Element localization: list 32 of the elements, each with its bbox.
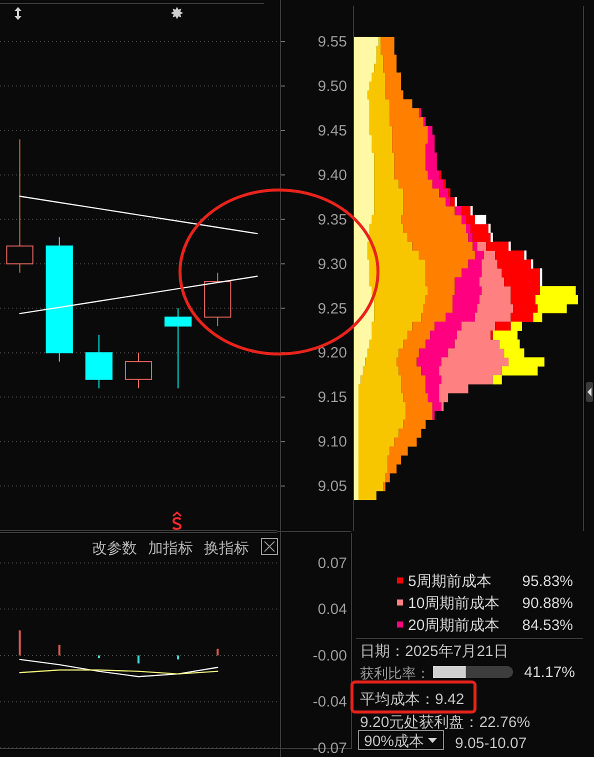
y-tick-label: 0.04: [318, 601, 347, 618]
text: 9.05-10.07: [455, 735, 527, 752]
annotation: 改参数: [92, 540, 137, 557]
y-tick-label: 9.05: [318, 478, 347, 496]
y-tick-label: 9.35: [318, 211, 347, 228]
data-label: 41.17%: [524, 664, 575, 681]
legend-label: 20周期前成本: [408, 617, 500, 634]
annotation: 加指标: [148, 540, 193, 557]
y-tick-label: 9.10: [318, 434, 347, 451]
y-tick-label: 9.20: [318, 344, 347, 362]
legend-label: 5周期前成本: [408, 573, 492, 590]
y-tick-label: 9.55: [318, 34, 347, 51]
y-tick-label: 9.50: [318, 78, 347, 96]
text: 平均成本：9.42: [360, 691, 464, 708]
y-tick-label: -0.04: [312, 694, 347, 711]
text: 84.53%: [522, 617, 573, 634]
legend-label: 10周期前成本: [408, 595, 500, 612]
y-tick-label: 9.30: [318, 256, 347, 273]
text: 获利比率：: [360, 665, 430, 681]
y-tick-label: -0.00: [312, 647, 347, 664]
y-tick-label: -0.07: [312, 740, 347, 757]
y-tick-label: 9.15: [318, 389, 347, 406]
y-tick-label: 9.40: [318, 166, 347, 184]
y-tick-label: 9.45: [318, 122, 347, 140]
text: 90%成本: [364, 733, 424, 750]
text: 90.88%: [522, 595, 573, 612]
text: 日期：2025年7月21日: [360, 643, 508, 660]
text: 95.83%: [522, 573, 573, 590]
text: 9.20元处获利盘：22.76%: [360, 714, 530, 731]
annotation: 换指标: [204, 540, 249, 557]
y-tick-label: 0.07: [318, 554, 347, 572]
y-tick-label: 9.25: [318, 300, 347, 318]
